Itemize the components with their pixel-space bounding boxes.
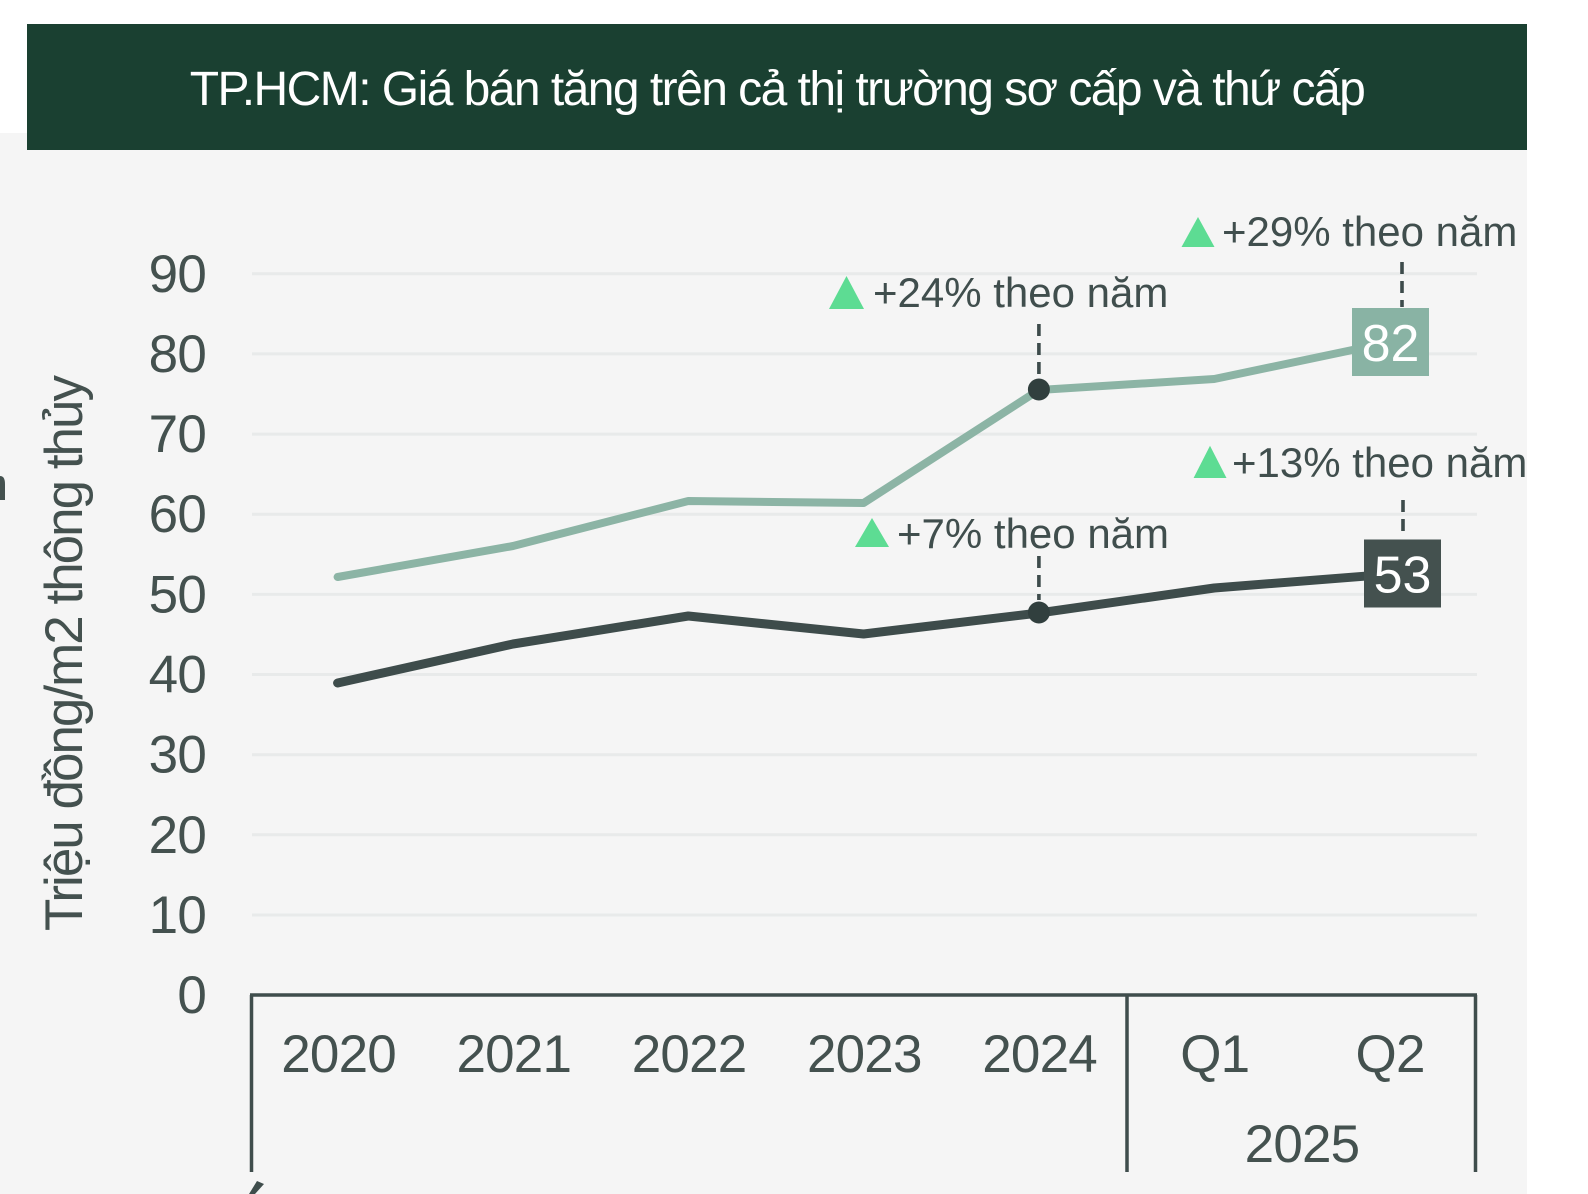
svg-text:Q1: Q1 (1180, 1025, 1249, 1084)
svg-text:2024: 2024 (982, 1025, 1097, 1084)
svg-text:90: 90 (149, 245, 206, 304)
svg-text:60: 60 (149, 485, 206, 544)
svg-text:20: 20 (149, 806, 206, 865)
svg-text:+13% theo năm: +13% theo năm (1232, 439, 1527, 486)
svg-text:53: 53 (1374, 547, 1432, 605)
svg-text:Q2: Q2 (1356, 1025, 1425, 1084)
svg-text:70: 70 (149, 405, 206, 464)
svg-text:+24% theo năm: +24% theo năm (873, 269, 1168, 316)
svg-text:2025: 2025 (1245, 1115, 1360, 1174)
svg-text:2021: 2021 (456, 1025, 571, 1084)
svg-text:2023: 2023 (807, 1025, 922, 1084)
svg-text:40: 40 (149, 646, 206, 705)
svg-text:+7% theo năm: +7% theo năm (897, 510, 1169, 557)
svg-text:30: 30 (149, 726, 206, 785)
svg-text:Triệu đồng/m2 thông thủy: Triệu đồng/m2 thông thủy (35, 374, 94, 931)
svg-text:2022: 2022 (632, 1025, 747, 1084)
svg-text:82: 82 (1362, 315, 1420, 373)
svg-text:50: 50 (149, 565, 206, 624)
svg-text:2020: 2020 (281, 1025, 396, 1084)
svg-text:0: 0 (177, 966, 206, 1025)
svg-text:+29% theo năm: +29% theo năm (1222, 208, 1517, 255)
svg-text:80: 80 (149, 325, 206, 384)
svg-text:10: 10 (149, 886, 206, 945)
